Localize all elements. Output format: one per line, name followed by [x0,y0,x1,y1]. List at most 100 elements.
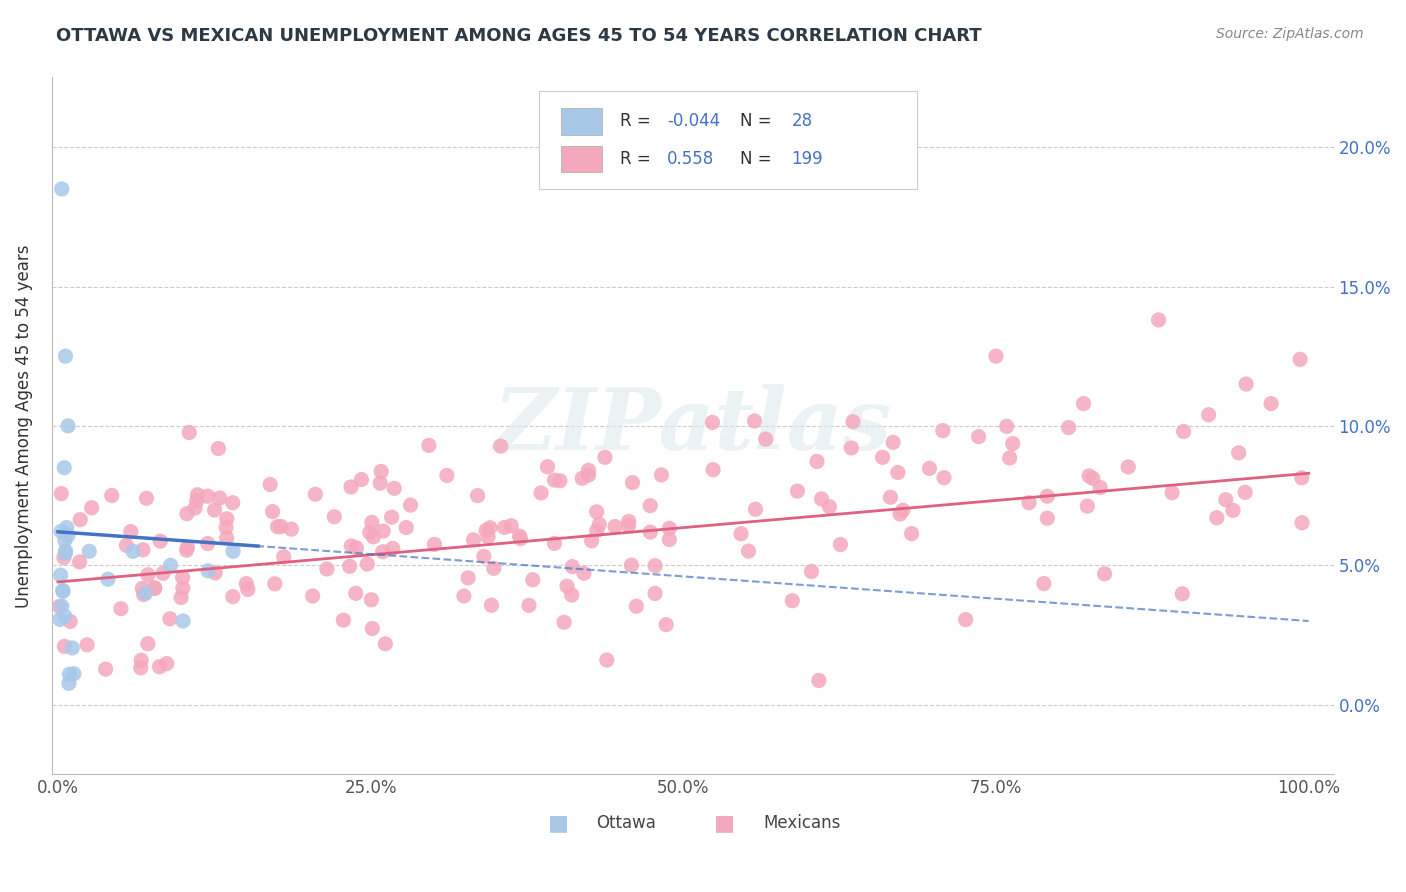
Point [135,586,157,600]
Point [58,667,80,681]
Y-axis label: Unemployment Among Ages 45 to 54 years: Unemployment Among Ages 45 to 54 years [15,244,32,607]
Point [561,588,583,602]
Point [76,638,98,652]
Text: ZIPatlas: ZIPatlas [494,384,891,467]
Point [555,579,578,593]
Point [1078,469,1101,483]
Point [457,571,479,585]
Point [131,582,153,596]
Point [509,529,531,543]
Point [638,499,661,513]
Point [984,349,1007,363]
Point [172,581,194,595]
Point [453,589,475,603]
Point [159,558,181,573]
Point [617,518,640,533]
Point [626,599,648,614]
Point [176,541,198,555]
Point [51,182,73,196]
Point [1018,496,1040,510]
Point [53,640,76,654]
Point [52,550,75,565]
Point [159,612,181,626]
Point [744,502,766,516]
Text: N =: N = [740,150,778,168]
FancyBboxPatch shape [561,108,602,135]
Point [617,515,640,529]
Point [55,546,77,560]
Point [548,474,571,488]
Point [530,486,553,500]
Point [1076,499,1098,513]
Point [179,425,201,440]
Point [222,544,245,558]
Point [644,586,666,600]
Point [356,557,378,571]
Text: ■: ■ [714,814,735,833]
Point [52,584,75,599]
Point [509,532,531,546]
Point [658,521,681,535]
Point [967,430,990,444]
Point [1291,516,1313,530]
Point [344,586,367,600]
Point [543,536,565,550]
Point [1171,587,1194,601]
Point [69,555,91,569]
Point [475,524,498,538]
Point [900,526,922,541]
Point [536,459,558,474]
Point [1173,425,1195,439]
Point [571,471,593,485]
Point [204,503,226,517]
Point [806,454,828,468]
Point [891,503,914,517]
Point [273,549,295,564]
Point [60,640,83,655]
Point [132,588,155,602]
Point [259,477,281,491]
Point [187,488,209,502]
Point [49,612,72,626]
Point [222,590,245,604]
Point [494,520,516,534]
Point [1205,510,1227,524]
Point [730,526,752,541]
Point [148,659,170,673]
Point [593,450,616,465]
Point [1260,396,1282,410]
Point [489,439,512,453]
Point [373,524,395,538]
Text: R =: R = [620,112,655,130]
Point [381,510,404,524]
Point [301,589,323,603]
Point [236,582,259,597]
Point [872,450,894,465]
Point [332,613,354,627]
Point [1073,396,1095,410]
Text: Mexicans: Mexicans [763,814,841,832]
Point [58,676,80,690]
Point [55,349,77,363]
Point [56,529,79,543]
Point [1215,492,1237,507]
Point [361,622,384,636]
Point [94,662,117,676]
Point [744,414,766,428]
Point [658,533,681,547]
Point [395,520,418,534]
Point [522,573,544,587]
Point [115,538,138,552]
Point [52,583,75,598]
Point [755,432,778,446]
Point [517,599,540,613]
Point [655,617,678,632]
Point [807,673,830,688]
Point [266,519,288,533]
Point [69,513,91,527]
Text: OTTAWA VS MEXICAN UNEMPLOYMENT AMONG AGES 45 TO 54 YEARS CORRELATION CHART: OTTAWA VS MEXICAN UNEMPLOYMENT AMONG AGE… [56,27,981,45]
Point [270,519,292,533]
Point [344,541,367,555]
Text: 199: 199 [792,150,823,168]
Point [215,531,238,545]
